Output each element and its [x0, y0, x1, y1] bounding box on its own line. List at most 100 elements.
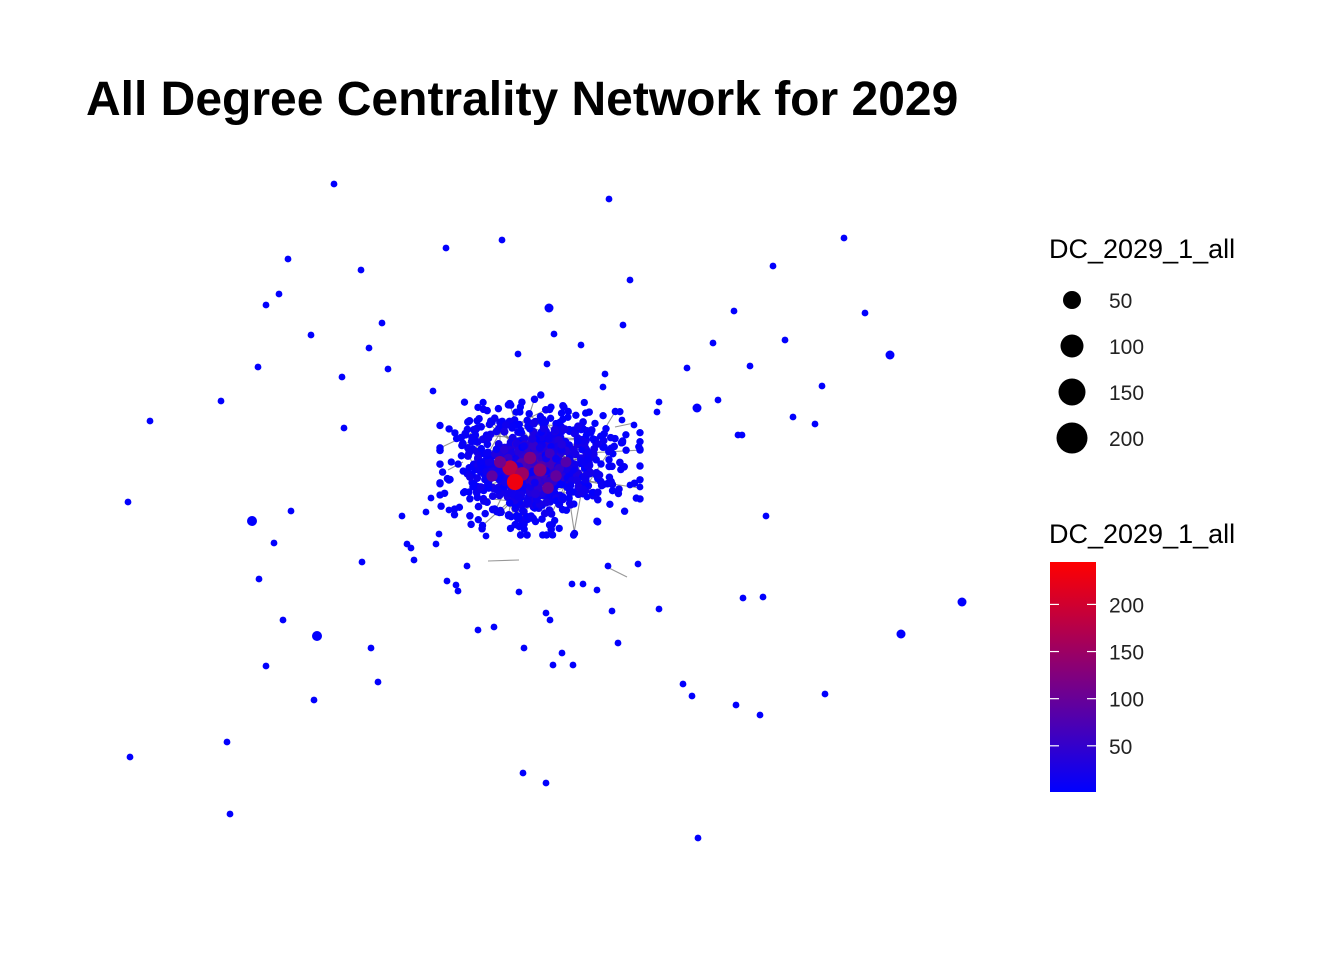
network-node	[445, 506, 453, 514]
network-node	[957, 597, 967, 607]
network-node	[520, 434, 529, 443]
network-node	[378, 319, 386, 327]
network-node	[438, 468, 447, 476]
network-node	[459, 489, 468, 497]
network-node	[572, 476, 581, 485]
network-node	[490, 623, 498, 631]
network-node	[550, 330, 558, 338]
edge	[573, 492, 582, 536]
network-node	[217, 397, 225, 405]
network-node	[493, 455, 507, 469]
network-node	[762, 512, 770, 520]
network-node	[781, 336, 789, 344]
network-node	[451, 429, 459, 437]
network-node	[454, 587, 462, 595]
network-node	[469, 483, 477, 491]
network-node	[124, 498, 132, 506]
network-node	[590, 445, 599, 454]
network-node	[739, 594, 747, 602]
network-node	[570, 529, 579, 538]
network-node	[683, 364, 691, 372]
network-node	[574, 422, 583, 431]
network-node	[570, 429, 579, 438]
network-node	[473, 493, 482, 502]
network-node	[270, 539, 278, 547]
network-node	[498, 236, 506, 244]
network-node	[429, 387, 437, 395]
network-node	[374, 678, 382, 686]
network-node	[484, 479, 493, 488]
network-node	[275, 290, 283, 298]
network-node	[636, 429, 644, 437]
network-node	[474, 626, 482, 634]
network-node	[861, 309, 869, 317]
network-node	[493, 485, 501, 494]
network-node	[445, 425, 453, 433]
network-node	[592, 468, 601, 477]
network-node	[502, 460, 518, 476]
network-node	[542, 779, 550, 787]
network-node	[436, 460, 444, 468]
network-node	[477, 423, 485, 431]
network-node	[630, 421, 638, 429]
network-node	[560, 403, 568, 411]
network-node	[541, 418, 550, 427]
network-node	[460, 398, 469, 406]
network-node	[548, 520, 556, 529]
network-node	[384, 365, 392, 373]
network-node	[732, 701, 740, 709]
network-node	[593, 488, 602, 497]
network-node	[606, 500, 614, 508]
network-node	[559, 493, 567, 501]
network-node	[542, 531, 551, 539]
network-node	[436, 421, 444, 430]
network-node	[490, 414, 499, 423]
chart-title: All Degree Centrality Network for 2029	[86, 73, 959, 126]
network-node	[544, 435, 553, 443]
network-node	[459, 467, 467, 475]
network-node	[440, 489, 449, 498]
network-node	[626, 276, 634, 284]
network-node	[527, 512, 535, 520]
network-node	[457, 433, 465, 442]
network-node	[634, 560, 642, 568]
size-legend-label-4: 200	[1109, 428, 1144, 451]
size-legend-key-1	[1063, 291, 1081, 309]
network-node	[483, 448, 491, 457]
network-node	[579, 580, 587, 588]
network-node	[548, 531, 557, 539]
network-node	[597, 460, 605, 468]
network-node	[500, 427, 509, 436]
network-node	[466, 512, 474, 520]
network-node	[653, 408, 661, 416]
network-node	[488, 492, 497, 501]
network-node	[474, 502, 483, 511]
network-node	[746, 362, 754, 370]
network-node	[608, 607, 616, 615]
color-legend-label-2: 150	[1109, 642, 1144, 665]
network-node	[821, 690, 829, 698]
network-node	[558, 505, 567, 514]
network-node	[520, 644, 528, 652]
network-node	[811, 420, 819, 428]
size-legend-label-2: 100	[1109, 336, 1144, 359]
network-node	[688, 692, 696, 700]
network-node	[146, 417, 154, 425]
network-node	[484, 457, 493, 467]
network-node	[330, 180, 338, 188]
network-node	[481, 509, 489, 518]
network-node	[223, 738, 231, 746]
network-node	[523, 498, 532, 507]
network-node	[435, 530, 443, 538]
network-node	[560, 456, 572, 468]
network-node	[514, 493, 523, 502]
network-node	[632, 494, 640, 502]
network-node	[492, 427, 501, 436]
edge	[487, 559, 520, 562]
network-node	[504, 511, 513, 520]
network-node	[484, 434, 493, 443]
network-node	[482, 532, 490, 540]
network-node	[340, 424, 348, 432]
network-node	[885, 350, 895, 360]
